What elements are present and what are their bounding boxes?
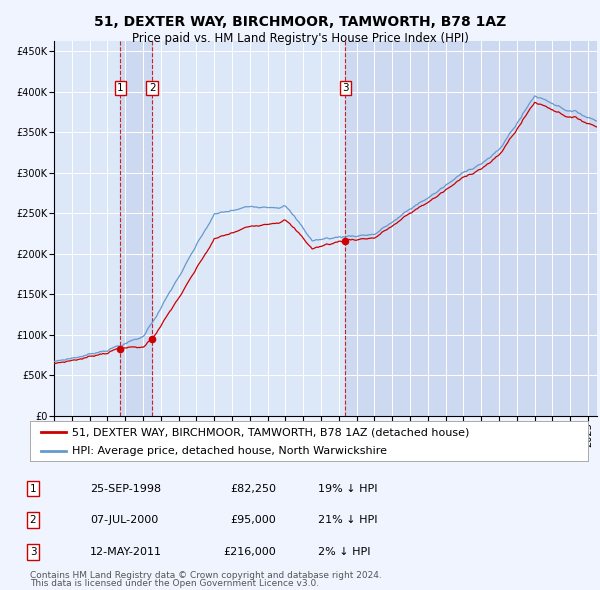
Text: 1: 1 — [117, 83, 124, 93]
Text: 21% ↓ HPI: 21% ↓ HPI — [318, 516, 377, 525]
Text: 25-SEP-1998: 25-SEP-1998 — [90, 484, 161, 493]
Bar — [345, 41, 597, 416]
Text: 12-MAY-2011: 12-MAY-2011 — [90, 548, 162, 557]
Bar — [121, 41, 152, 416]
Text: HPI: Average price, detached house, North Warwickshire: HPI: Average price, detached house, Nort… — [72, 445, 387, 455]
Text: £95,000: £95,000 — [230, 516, 276, 525]
Text: Contains HM Land Registry data © Crown copyright and database right 2024.: Contains HM Land Registry data © Crown c… — [30, 571, 382, 580]
Text: Price paid vs. HM Land Registry's House Price Index (HPI): Price paid vs. HM Land Registry's House … — [131, 32, 469, 45]
Text: 3: 3 — [342, 83, 349, 93]
Text: 51, DEXTER WAY, BIRCHMOOR, TAMWORTH, B78 1AZ (detached house): 51, DEXTER WAY, BIRCHMOOR, TAMWORTH, B78… — [72, 427, 469, 437]
Text: This data is licensed under the Open Government Licence v3.0.: This data is licensed under the Open Gov… — [30, 579, 319, 588]
Text: 2: 2 — [149, 83, 155, 93]
Text: 2: 2 — [29, 516, 37, 525]
Text: 3: 3 — [29, 548, 37, 557]
Text: 07-JUL-2000: 07-JUL-2000 — [90, 516, 158, 525]
Text: 2% ↓ HPI: 2% ↓ HPI — [318, 548, 371, 557]
Text: 1: 1 — [29, 484, 37, 493]
Text: 19% ↓ HPI: 19% ↓ HPI — [318, 484, 377, 493]
Text: £82,250: £82,250 — [230, 484, 276, 493]
Text: 51, DEXTER WAY, BIRCHMOOR, TAMWORTH, B78 1AZ: 51, DEXTER WAY, BIRCHMOOR, TAMWORTH, B78… — [94, 15, 506, 29]
Text: £216,000: £216,000 — [223, 548, 276, 557]
